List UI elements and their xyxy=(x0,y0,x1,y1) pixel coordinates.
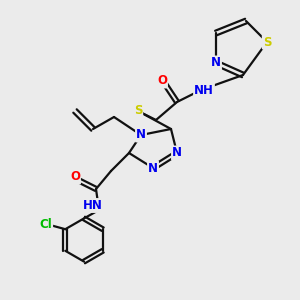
Text: N: N xyxy=(148,161,158,175)
Text: Cl: Cl xyxy=(39,218,52,231)
Text: O: O xyxy=(157,74,167,88)
Text: S: S xyxy=(263,35,271,49)
Text: N: N xyxy=(211,56,221,70)
Text: S: S xyxy=(134,104,142,118)
Text: N: N xyxy=(136,128,146,142)
Text: O: O xyxy=(70,170,80,184)
Text: N: N xyxy=(172,146,182,160)
Text: NH: NH xyxy=(194,83,214,97)
Text: HN: HN xyxy=(83,199,103,212)
